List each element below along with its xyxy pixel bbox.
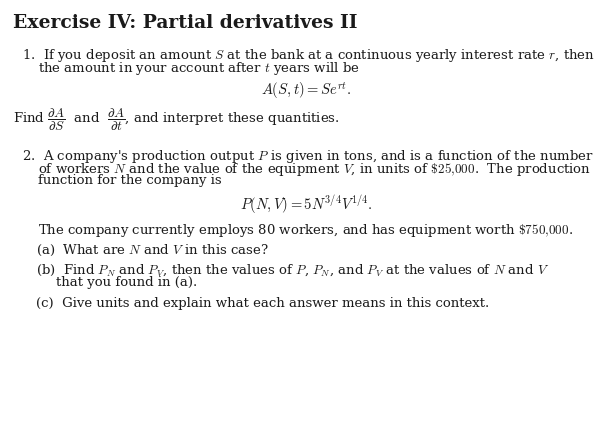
Text: (a)  What are $N$ and $V$ in this case?: (a) What are $N$ and $V$ in this case? bbox=[36, 243, 269, 258]
Text: Exercise IV: Partial derivatives II: Exercise IV: Partial derivatives II bbox=[13, 14, 357, 32]
Text: $P(N,V) = 5N^{3/4}V^{1/4}.$: $P(N,V) = 5N^{3/4}V^{1/4}.$ bbox=[240, 194, 372, 216]
Text: 2.  A company's production output $P$ is given in tons, and is a function of the: 2. A company's production output $P$ is … bbox=[22, 147, 594, 165]
Text: 1.  If you deposit an amount $S$ at the bank at a continuous yearly interest rat: 1. If you deposit an amount $S$ at the b… bbox=[22, 47, 595, 64]
Text: function for the company is: function for the company is bbox=[38, 174, 222, 187]
Text: The company currently employs 80 workers, and has equipment worth $\$750{,}000$.: The company currently employs 80 workers… bbox=[38, 221, 573, 239]
Text: Find $\dfrac{\partial A}{\partial S}$  and  $\dfrac{\partial A}{\partial t}$, an: Find $\dfrac{\partial A}{\partial S}$ an… bbox=[13, 107, 340, 133]
Text: (b)  Find $P_N$ and $P_V$, then the values of $P$, $P_N$, and $P_V$ at the value: (b) Find $P_N$ and $P_V$, then the value… bbox=[36, 262, 549, 278]
Text: $A(S,t) = Se^{rt}.$: $A(S,t) = Se^{rt}.$ bbox=[261, 80, 351, 100]
Text: of workers $N$ and the value of the equipment $V$, in units of $\$25{,}000$.  Th: of workers $N$ and the value of the equi… bbox=[38, 161, 591, 178]
Text: (c)  Give units and explain what each answer means in this context.: (c) Give units and explain what each ans… bbox=[36, 296, 489, 309]
Text: that you found in (a).: that you found in (a). bbox=[56, 275, 197, 289]
Text: the amount in your account after $t$ years will be: the amount in your account after $t$ yea… bbox=[38, 60, 360, 77]
